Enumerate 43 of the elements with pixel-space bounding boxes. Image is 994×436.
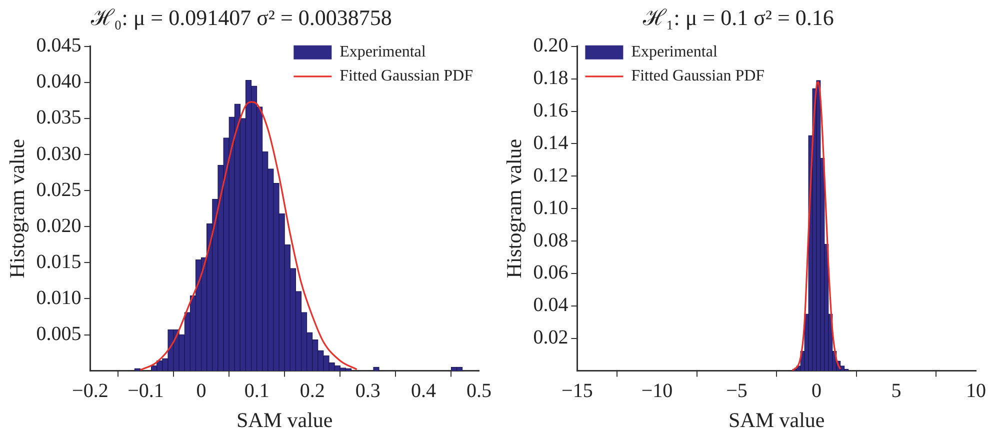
legend-label: Fitted Gaussian PDF <box>631 68 765 85</box>
y-axis-title: Histogram value <box>5 138 30 278</box>
y-tick-label: 0.16 <box>533 100 568 122</box>
chart-title: ℋ₁: μ = 0.1 σ² = 0.16 <box>642 4 834 30</box>
y-tick-label: 0.045 <box>36 34 82 57</box>
y-tick-label: 0.08 <box>533 229 568 252</box>
y-tick-label: 0.10 <box>533 196 568 219</box>
y-tick-label: 0.040 <box>36 70 82 93</box>
x-tick-label: 0.4 <box>410 380 436 402</box>
y-tick-label: 0.025 <box>36 178 82 201</box>
x-axis-title: SAM value <box>236 408 333 432</box>
y-tick-label: 0.035 <box>36 106 82 129</box>
y-tick-label: 0.04 <box>533 294 568 316</box>
y-tick-label: 0.12 <box>533 164 568 186</box>
x-tick-label: 10 <box>966 380 986 402</box>
y-axis-title: Histogram value <box>502 138 526 278</box>
x-tick-label: 0 <box>811 380 822 402</box>
y-tick-label: 0.005 <box>36 323 82 346</box>
legend-label: Experimental <box>631 44 718 61</box>
x-tick-label: −15 <box>562 380 593 402</box>
x-tick-label: 0.2 <box>300 380 325 402</box>
y-tick-label: 0.020 <box>36 214 82 237</box>
y-tick-label: 0.015 <box>36 250 82 273</box>
y-tick-label: 0.030 <box>36 142 82 165</box>
x-tick-label: −5 <box>726 380 748 402</box>
x-tick-label: −0.2 <box>72 380 108 402</box>
x-tick-label: 0.3 <box>355 380 380 402</box>
y-tick-label: 0.02 <box>533 326 568 349</box>
x-tick-label: −10 <box>641 380 673 402</box>
x-tick-label: −0.1 <box>128 380 164 402</box>
x-tick-label: 5 <box>891 380 902 402</box>
y-tick-label: 0.06 <box>533 262 568 284</box>
y-tick-label: 0.14 <box>533 132 568 154</box>
legend-label: Fitted Gaussian PDF <box>340 68 474 85</box>
y-tick-label: 0.18 <box>533 67 568 90</box>
y-tick-label: 0.20 <box>533 34 568 57</box>
y-tick-label: 0.010 <box>36 286 82 309</box>
x-tick-label: 0.1 <box>244 380 270 402</box>
legend-label: Experimental <box>340 44 426 61</box>
x-tick-label: 0.5 <box>466 380 492 402</box>
x-axis-title: SAM value <box>728 408 825 432</box>
chart-title: ℋ₀: μ = 0.091407 σ² = 0.0038758 <box>90 4 392 30</box>
x-tick-label: 0 <box>196 380 206 402</box>
